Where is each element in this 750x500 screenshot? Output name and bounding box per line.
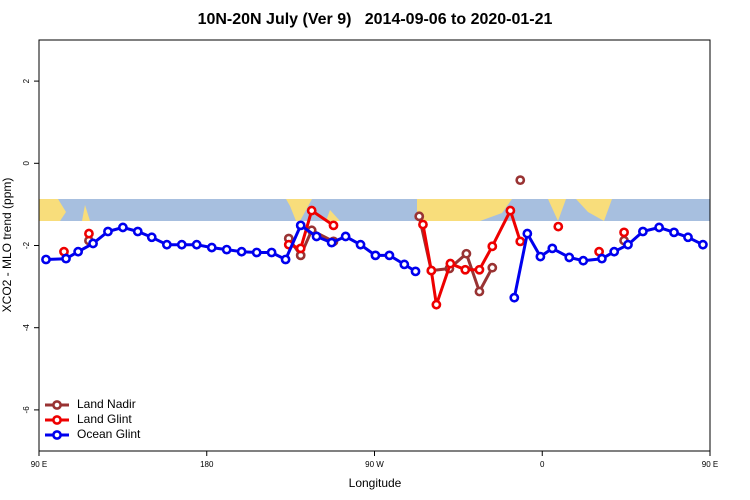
point bbox=[683, 232, 693, 243]
point bbox=[638, 226, 648, 237]
legend-marker bbox=[52, 430, 62, 440]
point bbox=[206, 242, 217, 253]
point bbox=[311, 231, 322, 242]
point bbox=[509, 292, 520, 303]
x-axis-label: Longitude bbox=[349, 476, 402, 490]
point bbox=[522, 228, 533, 239]
point bbox=[623, 239, 633, 250]
point bbox=[191, 239, 202, 250]
x-tick-label: 90 E bbox=[702, 460, 718, 469]
point bbox=[355, 239, 366, 250]
point bbox=[61, 253, 71, 264]
x-tick-label: 0 bbox=[540, 460, 545, 469]
point bbox=[460, 264, 471, 275]
point bbox=[221, 244, 232, 255]
point bbox=[578, 255, 589, 266]
point bbox=[410, 266, 421, 277]
point bbox=[431, 299, 442, 310]
point bbox=[176, 239, 187, 250]
point bbox=[88, 238, 98, 249]
point bbox=[41, 254, 51, 265]
legend-marker bbox=[52, 415, 62, 425]
point bbox=[414, 211, 425, 222]
plot-frame bbox=[38, 39, 711, 452]
y-tick-label: 0 bbox=[22, 161, 31, 166]
point bbox=[609, 246, 620, 257]
point bbox=[161, 239, 172, 250]
point bbox=[505, 205, 516, 216]
point bbox=[474, 286, 485, 297]
y-axis-label: XCO2 - MLO trend (ppm) bbox=[0, 178, 14, 313]
y-tick-label: 2 bbox=[22, 78, 31, 83]
point bbox=[280, 254, 291, 265]
point bbox=[103, 226, 113, 237]
point bbox=[487, 241, 498, 252]
point bbox=[326, 237, 337, 248]
point bbox=[474, 264, 485, 275]
point bbox=[418, 219, 428, 230]
legend-label: Ocean Glint bbox=[77, 427, 141, 441]
point bbox=[698, 239, 708, 250]
map-strip bbox=[39, 199, 710, 221]
y-tick-label: -4 bbox=[22, 324, 31, 332]
point bbox=[132, 226, 143, 237]
point bbox=[117, 222, 128, 233]
series-line bbox=[289, 216, 624, 291]
y-tick-label: -6 bbox=[22, 406, 31, 414]
x-tick-label: 180 bbox=[200, 460, 214, 469]
point bbox=[306, 205, 317, 216]
legend-label: Land Glint bbox=[77, 412, 132, 426]
point bbox=[340, 231, 351, 242]
point bbox=[251, 247, 262, 258]
point bbox=[553, 221, 564, 232]
legend-label: Land Nadir bbox=[77, 397, 136, 411]
point bbox=[596, 253, 607, 264]
y-tick-label: -2 bbox=[22, 241, 31, 249]
legend-marker bbox=[52, 400, 62, 410]
point bbox=[654, 222, 665, 233]
point bbox=[515, 236, 526, 247]
point bbox=[295, 243, 306, 254]
point bbox=[445, 258, 456, 269]
point bbox=[266, 247, 277, 258]
point bbox=[370, 250, 381, 261]
point bbox=[547, 243, 558, 254]
x-tick-label: 90 E bbox=[31, 460, 47, 469]
point bbox=[236, 246, 247, 257]
point bbox=[461, 248, 472, 259]
point bbox=[146, 232, 157, 243]
point bbox=[487, 262, 498, 273]
point bbox=[328, 220, 339, 231]
point bbox=[535, 251, 546, 262]
point bbox=[669, 227, 679, 238]
point bbox=[399, 259, 410, 270]
point bbox=[619, 227, 629, 238]
chart-title: 10N-20N July (Ver 9) 2014-09-06 to 2020-… bbox=[198, 11, 553, 28]
x-tick-label: 90 W bbox=[365, 460, 384, 469]
point bbox=[515, 175, 526, 186]
point bbox=[73, 246, 84, 257]
point bbox=[564, 252, 575, 263]
point bbox=[426, 265, 437, 276]
point bbox=[295, 220, 306, 231]
point bbox=[384, 250, 395, 261]
point bbox=[84, 228, 94, 239]
